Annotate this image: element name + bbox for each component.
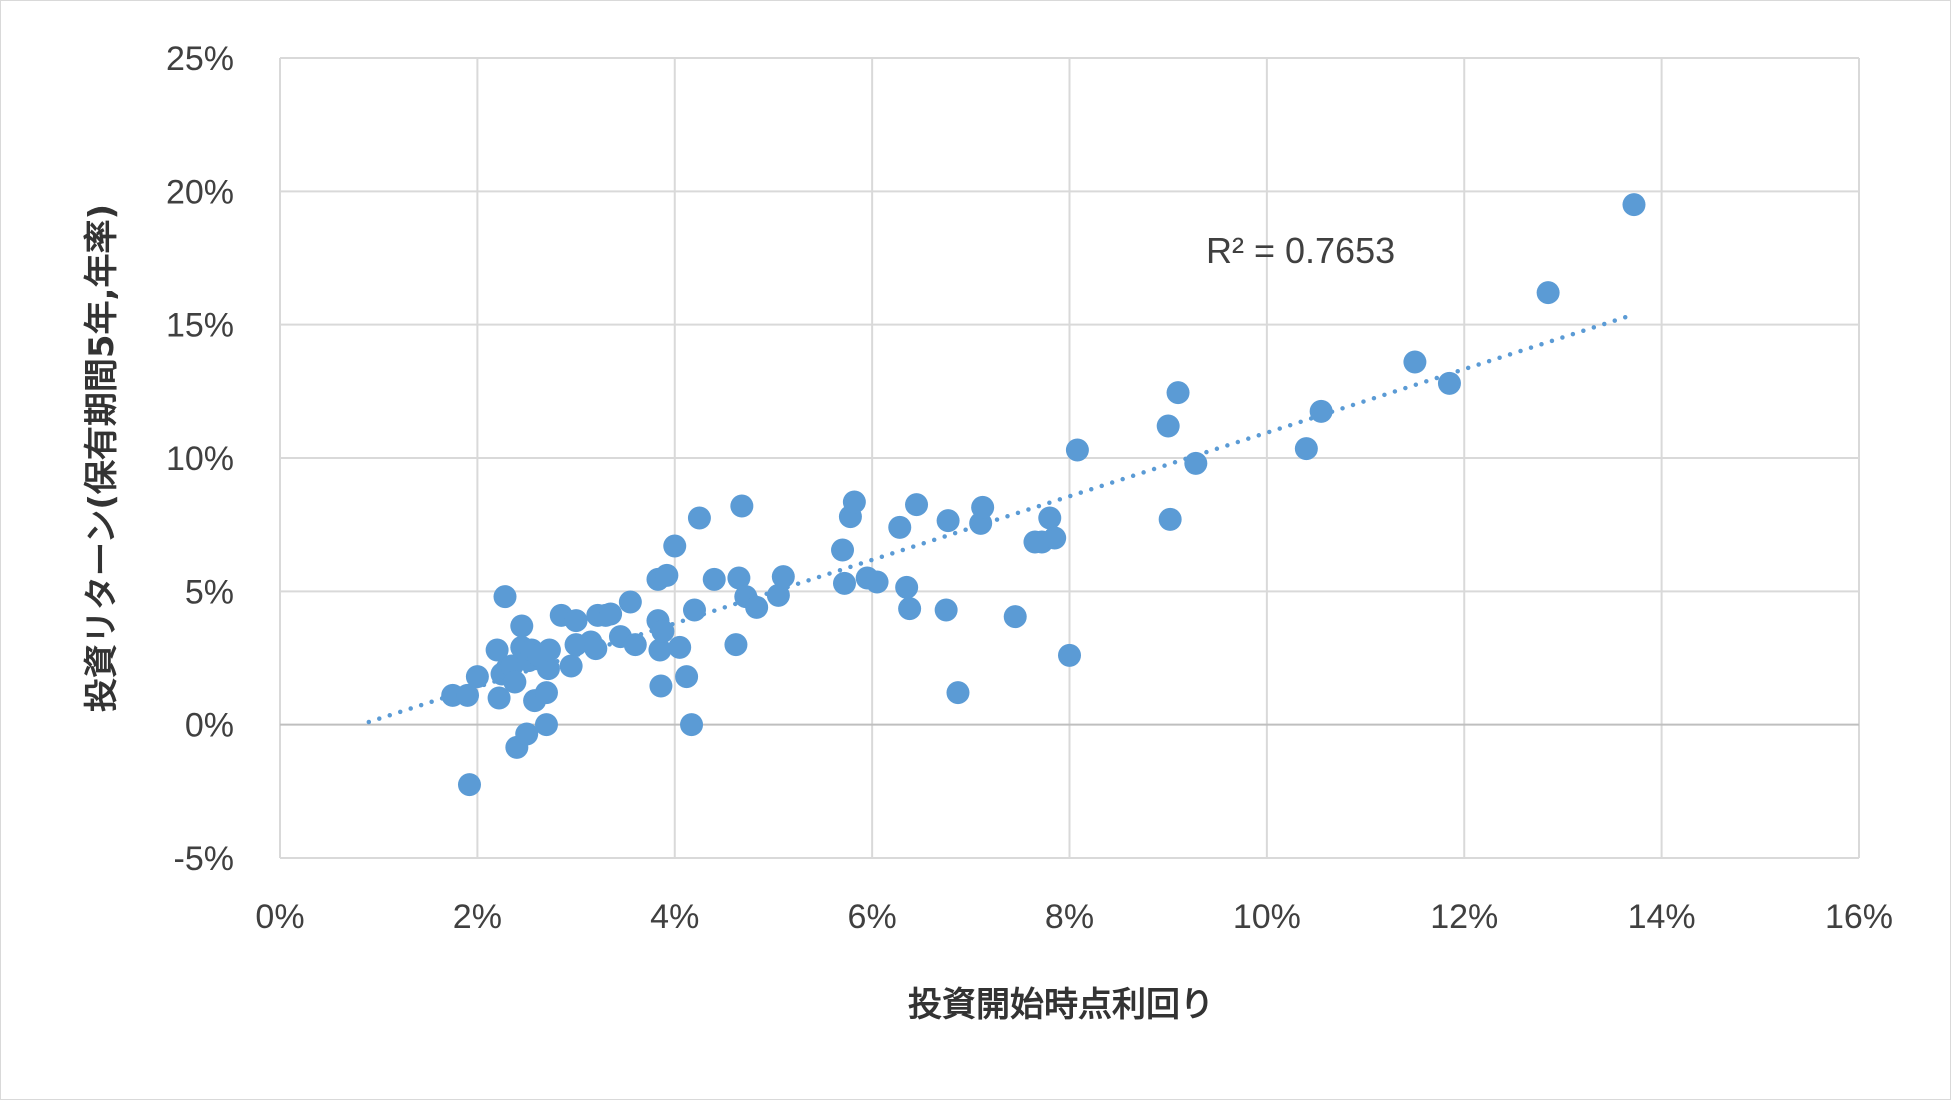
data-point xyxy=(702,567,726,591)
data-point xyxy=(946,681,970,705)
data-point xyxy=(687,506,711,530)
data-point xyxy=(485,638,509,662)
data-point xyxy=(865,570,889,594)
data-point xyxy=(537,638,561,662)
data-point xyxy=(1158,507,1182,531)
data-point xyxy=(487,686,511,710)
y-tick-label: 0% xyxy=(185,707,234,745)
data-point xyxy=(623,633,647,657)
y-tick-label: 15% xyxy=(166,307,234,345)
data-point xyxy=(534,681,558,705)
data-point xyxy=(649,674,673,698)
data-point xyxy=(1403,350,1427,374)
gridlines xyxy=(279,57,1860,859)
x-tick-label: 4% xyxy=(650,898,699,936)
y-tick-label: 10% xyxy=(166,440,234,478)
x-tick-label: 14% xyxy=(1628,898,1696,936)
trendline xyxy=(366,314,1630,725)
y-tick-label: -5% xyxy=(174,840,234,878)
data-point xyxy=(1294,437,1318,461)
data-point xyxy=(727,566,751,590)
data-point xyxy=(1058,643,1081,667)
data-point xyxy=(766,583,790,607)
data-point xyxy=(559,654,583,678)
data-point xyxy=(971,495,995,519)
data-point xyxy=(1536,281,1560,305)
data-point xyxy=(668,635,692,659)
data-point xyxy=(1184,451,1208,475)
data-point xyxy=(888,515,912,539)
y-axis-title: 投資リターン(保有期間5年,年率) xyxy=(82,204,122,712)
x-tick-label: 16% xyxy=(1825,898,1893,936)
data-point xyxy=(905,493,929,517)
data-point xyxy=(655,563,679,587)
x-tick-label: 2% xyxy=(453,898,502,936)
data-point xyxy=(1003,605,1027,629)
data-point xyxy=(1166,381,1190,405)
data-point xyxy=(1622,193,1646,217)
data-point xyxy=(457,773,481,797)
data-point xyxy=(730,494,754,518)
data-point xyxy=(1437,371,1461,395)
data-point xyxy=(1043,526,1067,550)
data-point xyxy=(456,683,480,707)
data-point xyxy=(682,598,706,622)
r-squared-label: R² = 0.7653 xyxy=(1206,230,1395,271)
data-point xyxy=(651,619,675,643)
x-tick-label: 6% xyxy=(848,898,897,936)
data-point xyxy=(618,590,642,614)
data-point xyxy=(745,595,769,619)
data-point xyxy=(648,638,672,662)
x-tick-label: 10% xyxy=(1233,898,1301,936)
y-tick-label: 25% xyxy=(166,40,234,78)
data-point xyxy=(534,713,558,737)
data-point xyxy=(724,633,748,657)
x-tick-label: 12% xyxy=(1430,898,1498,936)
data-points xyxy=(441,193,1646,797)
data-point xyxy=(771,565,795,589)
data-point xyxy=(564,609,588,633)
data-point xyxy=(510,614,534,638)
data-point xyxy=(832,571,856,595)
trendline-layer xyxy=(366,314,1630,725)
data-point xyxy=(680,713,704,737)
data-point xyxy=(515,722,539,746)
data-point xyxy=(895,575,919,599)
data-point xyxy=(536,657,560,681)
y-tick-label: 5% xyxy=(185,573,234,611)
data-point xyxy=(936,509,960,533)
data-point xyxy=(675,665,699,689)
data-point xyxy=(465,665,489,689)
data-point xyxy=(934,598,958,622)
data-point xyxy=(493,585,517,609)
data-point xyxy=(1156,414,1180,438)
x-tick-label: 0% xyxy=(255,898,304,936)
data-point xyxy=(584,637,608,661)
data-point xyxy=(1309,399,1333,423)
data-point xyxy=(663,534,687,558)
x-tick-label: 8% xyxy=(1045,898,1094,936)
x-axis-title: 投資開始時点利回り xyxy=(908,985,1214,1025)
tick-labels: 0% 2% 4% 6% 8% 10% 12% 14% 16% -5% 0% 5% 10% 15% 20% 25… xyxy=(166,40,1893,936)
data-point xyxy=(599,602,623,626)
data-point xyxy=(1038,506,1062,530)
data-point xyxy=(898,597,922,621)
data-point xyxy=(831,538,855,562)
y-tick-label: 20% xyxy=(166,173,234,211)
data-point xyxy=(503,670,527,694)
data-point xyxy=(1065,438,1089,462)
data-point xyxy=(842,490,866,514)
